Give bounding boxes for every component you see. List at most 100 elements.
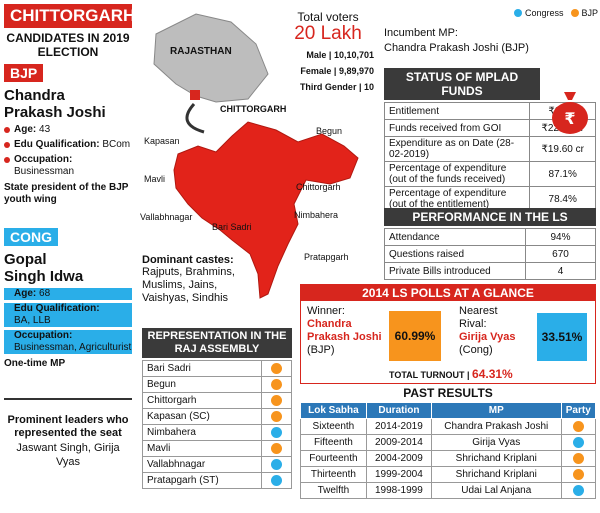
legend-bjp-swatch bbox=[570, 9, 579, 17]
performance-row: Private Bills introduced 4 bbox=[384, 262, 596, 280]
bjp-dot-icon bbox=[572, 452, 584, 464]
past-mp: Shrichand Kriplani bbox=[430, 466, 562, 483]
congress-dot-icon bbox=[572, 484, 584, 496]
past-mp: Chandra Prakash Joshi bbox=[430, 418, 562, 435]
map-place-bari-sadri: Bari Sadri bbox=[212, 222, 252, 232]
performance-value: 94% bbox=[525, 228, 596, 246]
past-party bbox=[560, 482, 597, 499]
castes-list: Rajputs, Brahmins, Muslims, Jains, Vaish… bbox=[142, 266, 235, 304]
past-mp: Girija Vyas bbox=[430, 434, 562, 451]
mplad-label: Percentage of expenditure (out of the fu… bbox=[383, 161, 531, 187]
bjp-panel: BJP Chandra Prakash Joshi Age: 43 Edu Qua… bbox=[4, 64, 132, 206]
representation-row: Begun bbox=[142, 376, 292, 393]
representation-party bbox=[261, 392, 292, 409]
map-place-pratapgarh: Pratapgarh bbox=[304, 252, 349, 262]
congress-dot-icon bbox=[271, 474, 282, 486]
representation-name: Nimbahera bbox=[142, 424, 262, 441]
incumbent-label: Incumbent MP: bbox=[384, 27, 458, 39]
prominent-leaders: Prominent leaders who represented the se… bbox=[4, 398, 132, 469]
past-results-row: Twelfth 1998-1999 Udai Lal Anjana bbox=[300, 482, 597, 499]
rajasthan-district-marker bbox=[190, 90, 200, 100]
performance-panel: PERFORMANCE IN THE LS Attendance 94% Quest… bbox=[384, 208, 596, 280]
map-area: RAJASTHAN CHITTORGARH Kapasan Mavli Vall… bbox=[136, 4, 372, 319]
chittorgarh-district-shape bbox=[173, 121, 359, 299]
performance-label: Private Bills introduced bbox=[384, 262, 526, 280]
bjp-occupation: Occupation: Businessman bbox=[4, 154, 132, 178]
voters-third: Third Gender | 10 bbox=[299, 82, 374, 92]
representation-name: Bari Sadri bbox=[142, 360, 262, 377]
past-ls: Thirteenth bbox=[300, 466, 367, 483]
mplad-value: ₹19.60 cr bbox=[529, 136, 596, 162]
representation-table: Bari Sadri Begun Chittorgarh Kapasan (SC) Ni… bbox=[142, 360, 292, 489]
representation-party bbox=[261, 440, 292, 457]
region-title: CHITTORGARH bbox=[4, 4, 135, 28]
representation-party bbox=[261, 360, 292, 377]
past-duration: 2009-2014 bbox=[365, 434, 432, 451]
cong-note: One-time MP bbox=[4, 358, 66, 369]
past-results-panel: PAST RESULTS Lok Sabha Duration MP Party Six… bbox=[300, 386, 597, 499]
legend: Congress BJP bbox=[514, 8, 598, 18]
bjp-dot-icon bbox=[271, 378, 282, 390]
past-results-row: Thirteenth 1999-2004 Shrichand Kriplani bbox=[300, 466, 597, 483]
performance-value: 670 bbox=[525, 245, 596, 263]
map-place-kapasan: Kapasan bbox=[144, 136, 180, 146]
bjp-edu: Edu Qualification: BCom bbox=[4, 139, 132, 151]
past-party bbox=[560, 466, 597, 483]
prominent-title: Prominent leaders who represented the se… bbox=[7, 414, 129, 439]
congress-dot-icon bbox=[271, 458, 282, 470]
rival-name: Girija Vyas bbox=[459, 331, 516, 343]
svg-text:₹: ₹ bbox=[564, 111, 575, 128]
mplad-row: Expenditure as on Date (28-02-2019) ₹19.6… bbox=[383, 136, 596, 162]
past-results-row: Fourteenth 2004-2009 Shrichand Kriplani bbox=[300, 450, 597, 467]
money-bag-icon: ₹ bbox=[552, 92, 588, 134]
map-place-chittorgarh: Chittorgarh bbox=[296, 182, 341, 192]
rival-party: (Cong) bbox=[459, 344, 493, 356]
past-results-title: PAST RESULTS bbox=[403, 386, 493, 400]
dominant-castes: Dominant castes: Rajputs, Brahmins, Musl… bbox=[142, 254, 262, 305]
polls-panel: 2014 LS POLLS AT A GLANCE Winner: Chandr… bbox=[300, 284, 596, 384]
polls-rival: Nearest Rival: Girija Vyas (Cong) bbox=[459, 305, 539, 357]
past-ls: Fourteenth bbox=[300, 450, 367, 467]
winner-label: Winner: bbox=[307, 305, 345, 317]
past-party bbox=[560, 434, 597, 451]
bjp-dot-icon bbox=[271, 442, 282, 454]
rival-pct-box: 33.51% bbox=[537, 313, 587, 361]
mplad-row: Percentage of expenditure (out of the fu… bbox=[383, 161, 596, 187]
cong-edu: Edu Qualification: BA, LLB bbox=[4, 303, 132, 327]
representation-row: Pratapgarh (ST) bbox=[142, 472, 292, 489]
bjp-candidate-name: Chandra Prakash Joshi bbox=[4, 87, 106, 121]
bjp-dot-icon bbox=[271, 394, 282, 406]
representation-name: Pratapgarh (ST) bbox=[142, 472, 262, 489]
past-results-header: Lok Sabha Duration MP Party bbox=[300, 402, 597, 419]
cong-occupation: Occupation: Businessman, Agriculturist bbox=[4, 330, 132, 354]
map-arrow bbox=[185, 102, 205, 134]
representation-row: Nimbahera bbox=[142, 424, 292, 441]
representation-party bbox=[261, 376, 292, 393]
representation-row: Bari Sadri bbox=[142, 360, 292, 377]
past-header-cell: Lok Sabha bbox=[300, 402, 367, 419]
map-place-vallabhnagar: Vallabhnagar bbox=[140, 212, 193, 222]
incumbent-name: Chandra Prakash Joshi (BJP) bbox=[384, 42, 529, 54]
prominent-names: Jaswant Singh, Girija Vyas bbox=[16, 442, 120, 468]
performance-label: Attendance bbox=[384, 228, 526, 246]
mplad-table: Entitlement₹25 crFunds received from GOI… bbox=[383, 102, 596, 212]
rival-label: Nearest Rival: bbox=[459, 305, 498, 330]
performance-title: PERFORMANCE IN THE LS bbox=[384, 208, 596, 226]
representation-row: Vallabhnagar bbox=[142, 456, 292, 473]
map-place-begun: Begun bbox=[316, 126, 343, 136]
past-results-row: Fifteenth 2009-2014 Girija Vyas bbox=[300, 434, 597, 451]
past-duration: 1998-1999 bbox=[365, 482, 432, 499]
performance-table: Attendance 94% Questions raised 670 Private … bbox=[384, 228, 596, 280]
past-ls: Sixteenth bbox=[300, 418, 367, 435]
representation-row: Chittorgarh bbox=[142, 392, 292, 409]
past-duration: 1999-2004 bbox=[365, 466, 432, 483]
map-place-nimbahera: Nimbahera bbox=[294, 210, 339, 220]
voters-title: Total voters bbox=[297, 10, 359, 24]
bjp-dot-icon bbox=[572, 420, 584, 432]
rajasthan-outline bbox=[153, 13, 269, 103]
voters-male: Male | 10,10,701 bbox=[306, 50, 374, 60]
representation-party bbox=[261, 472, 292, 489]
bjp-dot-icon bbox=[271, 410, 282, 422]
bjp-note: State president of the BJP youth wing bbox=[4, 182, 129, 205]
mplad-value: 87.1% bbox=[529, 161, 596, 187]
